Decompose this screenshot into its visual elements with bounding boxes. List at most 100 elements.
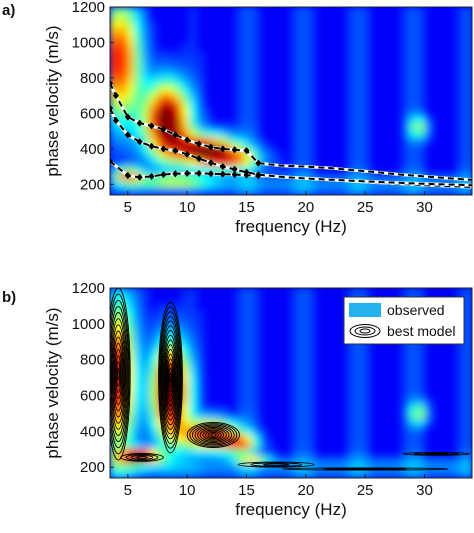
model-contour-3 [210, 433, 217, 437]
picked-point [207, 170, 214, 178]
y-tick-label: 400 [80, 141, 105, 158]
legend-best-model-swatch [349, 324, 381, 338]
y-tick-label: 600 [80, 388, 105, 405]
model-contour-4 [237, 461, 315, 468]
panel-b-legend: observed best model [343, 296, 465, 345]
model-contour-2 [164, 344, 177, 411]
model-contour-1 [136, 455, 148, 459]
panel-b-model-contours [110, 288, 471, 471]
model-contour-2 [166, 353, 175, 402]
picked-point [196, 155, 203, 163]
model-contour-2 [161, 325, 180, 430]
model-contour-1 [120, 453, 164, 462]
model-contour-3 [197, 427, 230, 443]
model-contour-0 [112, 336, 124, 412]
model-contour-0 [110, 288, 131, 461]
picked-point [184, 136, 191, 144]
y-tick-label: 1000 [72, 316, 105, 333]
picked-point [196, 140, 203, 148]
picked-point [231, 146, 238, 154]
model-contour-6 [424, 452, 448, 455]
panel-a-y-axis-label: phase velocity (m/s) [43, 25, 62, 176]
model-contour-0 [110, 305, 129, 443]
picked-point [148, 122, 155, 130]
picked-point [110, 79, 113, 87]
panel-a-label: a) [2, 2, 15, 19]
model-contour-2 [162, 330, 179, 426]
model-contour-0 [110, 318, 127, 430]
model-contour-0 [117, 367, 120, 381]
x-tick-label: 20 [297, 199, 314, 216]
model-contour-0 [116, 361, 121, 387]
x-tick-label: 15 [238, 482, 255, 499]
picked-point [148, 142, 155, 150]
picked-point [255, 171, 262, 179]
panel-b-label: b) [2, 289, 16, 306]
y-tick-label: 1200 [72, 280, 105, 297]
model-contour-2 [161, 320, 180, 435]
picked-point [124, 171, 131, 179]
model-contour-2 [163, 334, 178, 421]
x-tick-label: 10 [179, 199, 196, 216]
panel-b-axes-box [109, 287, 473, 479]
model-contour-2 [158, 301, 183, 454]
x-tick-label: 10 [179, 482, 196, 499]
model-contour-0 [114, 348, 123, 400]
x-tick-label: 5 [124, 199, 132, 216]
model-contour-1 [125, 453, 159, 461]
x-tick-label: 5 [124, 482, 132, 499]
picked-point [124, 131, 131, 139]
picked-point [112, 117, 119, 125]
picked-point [207, 159, 214, 167]
model-contour-2 [159, 311, 182, 444]
panel-b-x-axis-label: frequency (Hz) [235, 500, 346, 519]
panel-a-axes-box [109, 6, 473, 196]
model-contour-4 [263, 463, 290, 466]
legend-best-model-label: best model [387, 323, 455, 339]
picked-point [219, 163, 226, 171]
y-tick-label: 400 [80, 423, 105, 440]
picked-point [148, 172, 155, 180]
y-tick-label: 800 [80, 70, 105, 87]
model-contour-2 [160, 315, 181, 440]
model-contour-0 [110, 299, 129, 449]
picked-point [184, 150, 191, 158]
x-tick-label: 30 [416, 199, 433, 216]
model-contour-1 [130, 454, 154, 460]
picked-point [243, 168, 250, 176]
panel-a-x-ticks: 5 10 15 20 25 30 [124, 191, 433, 216]
y-tick-label: 1000 [72, 34, 105, 51]
model-contour-0 [111, 330, 125, 418]
picked-point [231, 165, 238, 173]
panel-a-picked-modes [110, 79, 472, 189]
picked-point [136, 138, 143, 146]
picked-point [160, 171, 167, 179]
picked-point [196, 169, 203, 177]
picked-point [136, 173, 143, 181]
model-contour-2 [158, 306, 183, 449]
picked-point [231, 171, 238, 179]
model-contour-6 [402, 451, 471, 456]
picked-point [219, 145, 226, 153]
model-contour-2 [164, 339, 177, 416]
picked-point [136, 119, 143, 127]
picked-point [207, 143, 214, 151]
panel-b: b) 5 10 15 20 25 30 200 400 600 800 1000 1200 freq… [2, 280, 473, 519]
picked-point [160, 145, 167, 153]
picked-point [160, 125, 167, 133]
model-contour-5 [281, 467, 449, 471]
model-contour-0 [110, 312, 128, 436]
x-tick-label: 30 [416, 482, 433, 499]
panel-a-x-axis-label: frequency (Hz) [235, 217, 346, 236]
x-tick-label: 25 [357, 199, 374, 216]
x-tick-label: 25 [357, 482, 374, 499]
model-contour-0 [115, 355, 122, 393]
picked-point [184, 169, 191, 177]
model-contour-3 [194, 425, 233, 445]
model-contour-3 [186, 422, 240, 448]
panel-a: a) 5 10 15 20 25 30 200 400 600 800 1000 1200 freq… [2, 0, 473, 236]
picked-point [243, 147, 250, 155]
model-contour-4 [250, 462, 302, 467]
picked-point [110, 157, 113, 165]
model-contour-2 [169, 372, 172, 383]
